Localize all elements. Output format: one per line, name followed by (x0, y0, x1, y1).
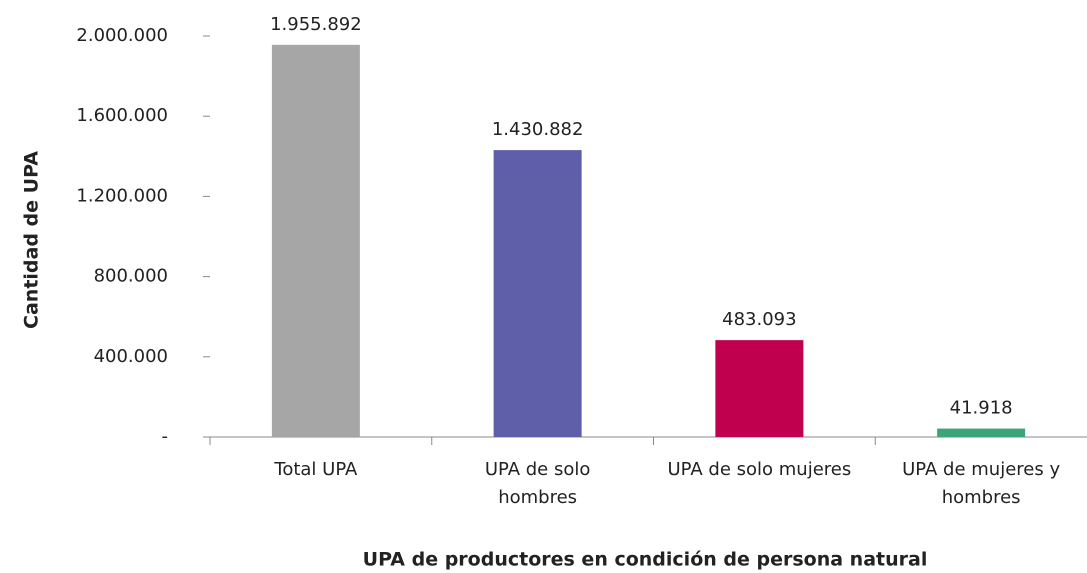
bar (715, 340, 804, 437)
bar (271, 44, 360, 437)
x-tick-label: UPA de mujeres y hombres (902, 459, 1061, 508)
data-label: 1.955.892 (270, 14, 362, 35)
y-tick-label: 1.200.000 (76, 185, 168, 206)
y-tick-label: 800.000 (94, 266, 168, 287)
data-label: 1.430.882 (492, 119, 584, 140)
x-axis-title: UPA de productores en condición de perso… (363, 549, 928, 571)
x-tick-label: UPA de solo hombres (484, 459, 591, 508)
data-label: 483.093 (722, 309, 796, 330)
x-tick-label: UPA de solo mujeres (667, 459, 852, 480)
bar (937, 428, 1026, 437)
x-tick-label: Total UPA (274, 459, 358, 480)
data-label: 41.918 (950, 398, 1013, 419)
y-tick-label: 400.000 (94, 346, 168, 367)
bar (493, 150, 582, 437)
y-tick-label: - (162, 426, 169, 447)
y-tick-label: 1.600.000 (76, 105, 168, 126)
y-axis-title: Cantidad de UPA (21, 151, 43, 329)
y-tick-label: 2.000.000 (76, 25, 168, 46)
